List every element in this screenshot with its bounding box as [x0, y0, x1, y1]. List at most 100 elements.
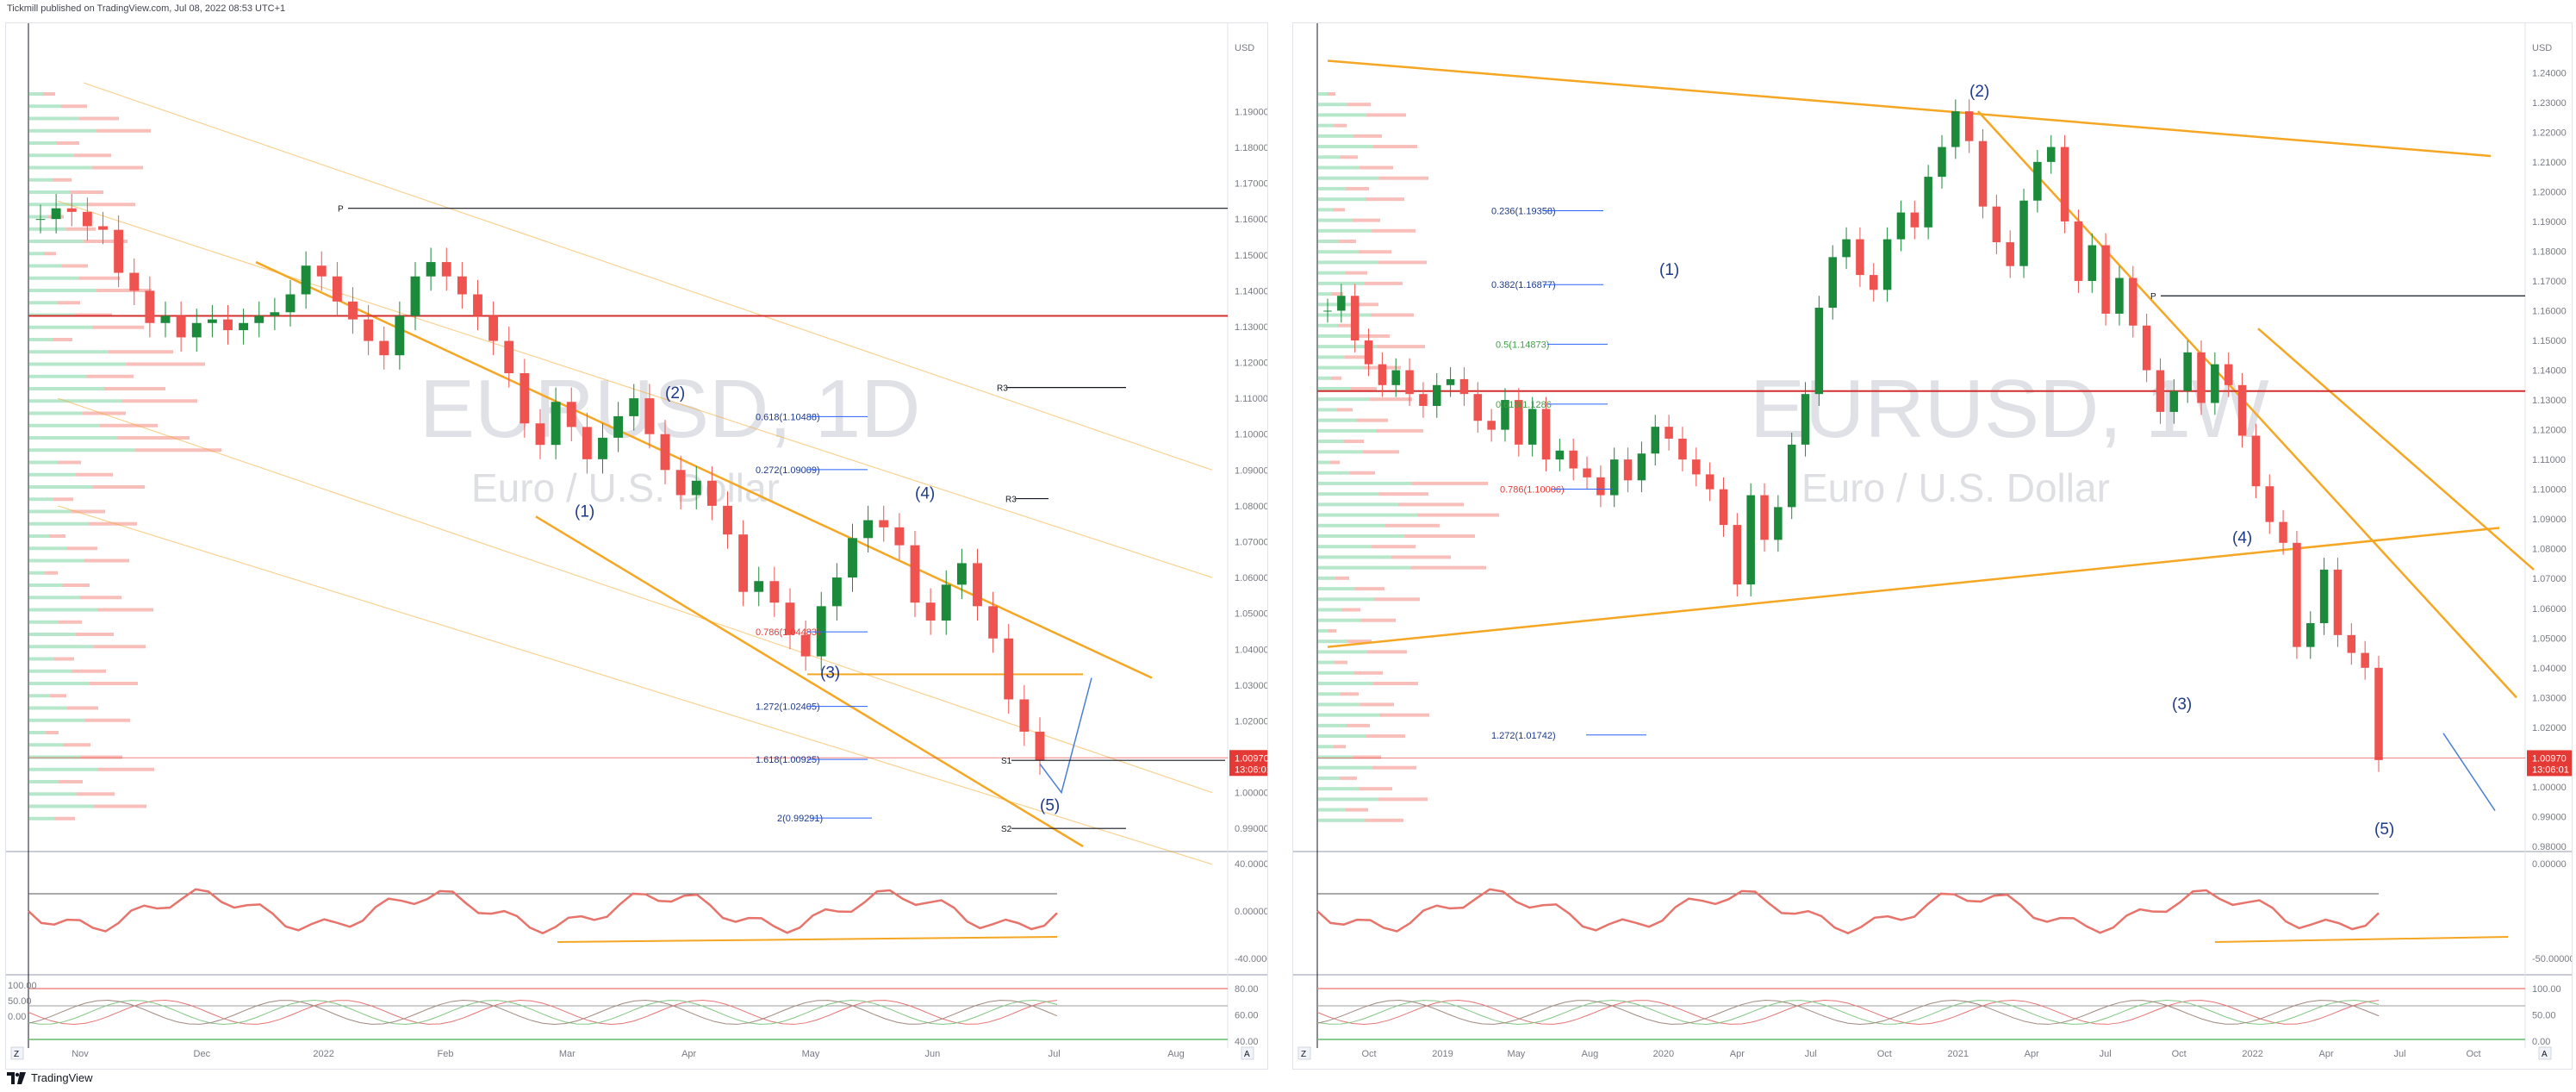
- price-tick-label: 0.98000: [2532, 842, 2567, 852]
- volume-profile-bar: [1318, 197, 1366, 202]
- chart-pane-daily[interactable]: EURUSD, 1D Euro / U.S. Dollar 1.19000 1.180…: [5, 22, 1268, 1070]
- time-tick-label: Aug: [1167, 1049, 1185, 1059]
- elliott-wave-label: (2): [1969, 83, 1989, 101]
- time-tick-label: Oct: [1361, 1049, 1376, 1059]
- volume-profile-bar: [1318, 218, 1353, 222]
- candle-body: [2224, 364, 2233, 385]
- candle-body: [956, 563, 967, 585]
- volume-profile-bar: [1318, 513, 1418, 517]
- volume-profile-bar: [1318, 808, 1346, 812]
- time-tick-label: Feb: [438, 1049, 454, 1059]
- oscillator2-line: [1316, 1000, 2380, 1025]
- volume-profile-bar: [1369, 397, 1412, 402]
- volume-profile-bar: [29, 657, 54, 661]
- volume-profile-bar: [29, 362, 127, 366]
- volume-profile-bar: [62, 583, 90, 587]
- volume-profile-bar: [1318, 292, 1332, 296]
- volume-profile-bar: [1372, 765, 1416, 770]
- candle-body: [1938, 147, 1946, 178]
- volume-profile-bar: [75, 472, 113, 477]
- chart-pane-weekly[interactable]: EURUSD, 1W Euro / U.S. Dollar 1.24000 1.230…: [1292, 22, 2573, 1070]
- volume-profile-bar: [84, 718, 130, 722]
- volume-profile-bar: [1318, 271, 1346, 275]
- volume-profile-bar: [1318, 303, 1352, 307]
- tradingview-footer[interactable]: TradingView: [7, 1071, 93, 1084]
- candle-body: [535, 423, 545, 446]
- candle-body: [160, 315, 171, 323]
- volume-profile-bar: [88, 521, 137, 526]
- volume-profile-bar: [1345, 808, 1368, 812]
- volume-profile-bar: [121, 399, 197, 403]
- volume-profile-bar: [1366, 650, 1407, 654]
- volume-profile-bar: [29, 276, 79, 280]
- price-tick-label: 1.11000: [2532, 455, 2566, 465]
- price-tick-label: 1.17000: [1235, 179, 1267, 190]
- candle-body: [2265, 486, 2274, 522]
- left-axis-tick: 50.00: [8, 996, 32, 1007]
- candle-body: [1583, 468, 1591, 477]
- time-tick-label: Oct: [2466, 1049, 2480, 1059]
- weekly-chart-svg[interactable]: EURUSD, 1W Euro / U.S. Dollar 1.24000 1.230…: [1293, 23, 2572, 1069]
- price-tick-label: 0.99000: [1235, 824, 1267, 834]
- volume-profile-bar: [70, 190, 103, 194]
- price-tick-label: 1.08000: [1235, 502, 1267, 512]
- candle-body: [239, 322, 249, 331]
- volume-profile-bar: [1360, 702, 1394, 707]
- volume-profile-bar: [1344, 355, 1366, 359]
- candle-body: [270, 312, 280, 316]
- candle-body: [2088, 245, 2097, 281]
- volume-profile-bar: [1318, 692, 1341, 696]
- volume-profile-bar: [1318, 155, 1341, 159]
- volume-profile-bar: [29, 792, 77, 796]
- volume-profile-bar: [49, 694, 66, 698]
- price-tick-label: 1.03000: [1235, 681, 1267, 691]
- volume-profile-bar: [1345, 271, 1367, 275]
- candle-body: [379, 340, 389, 356]
- candle-body: [754, 581, 764, 592]
- volume-profile-bar: [1347, 103, 1371, 107]
- candle-body: [2237, 384, 2247, 436]
- volume-profile-bar: [1318, 228, 1372, 233]
- volume-profile-bar: [1318, 787, 1360, 791]
- volume-profile-bar: [29, 104, 61, 109]
- candle-body: [426, 262, 436, 277]
- volume-profile-bar: [1364, 281, 1403, 285]
- candle-body: [1651, 427, 1660, 454]
- volume-profile-bar: [1318, 776, 1340, 780]
- volume-profile-bar: [1333, 745, 1346, 749]
- volume-profile-bar: [67, 706, 98, 710]
- candle-body: [1364, 340, 1373, 365]
- volume-profile-bar: [1376, 428, 1423, 433]
- daily-chart-svg[interactable]: EURUSD, 1D Euro / U.S. Dollar 1.19000 1.180…: [6, 23, 1267, 1069]
- volume-profile-bar: [1331, 292, 1343, 296]
- volume-profile-bar: [1318, 113, 1367, 117]
- volume-profile-bar: [71, 509, 105, 514]
- volume-profile-bar: [1330, 376, 1341, 380]
- volume-profile-bar: [1404, 534, 1475, 538]
- volume-profile-bar: [1318, 713, 1379, 717]
- price-tick-label: 1.02000: [2532, 723, 2567, 733]
- volume-profile-bar: [93, 804, 146, 808]
- candle-body: [1378, 364, 1387, 385]
- volume-profile-bar: [1347, 640, 1372, 644]
- price-tick-label: 1.15000: [2532, 336, 2567, 346]
- volume-profile-bar: [58, 460, 81, 465]
- candle-body: [816, 606, 826, 657]
- candle-body: [644, 398, 655, 434]
- candle-body: [1569, 450, 1577, 469]
- volume-profile-bar: [29, 448, 135, 452]
- channel-line: [83, 82, 1213, 471]
- oscillator2-tick: 100.00: [2532, 984, 2561, 995]
- volume-profile-bar: [1318, 734, 1366, 739]
- volume-profile-bar: [29, 92, 44, 96]
- volume-profile-bar: [1353, 755, 1381, 759]
- candle-body: [1350, 296, 1360, 341]
- volume-profile-bar: [1378, 176, 1428, 180]
- volume-profile-bar: [29, 423, 100, 427]
- price-tick-label: 0.99000: [2532, 812, 2567, 822]
- volume-profile-bar: [117, 436, 190, 440]
- projection-path: [2442, 733, 2496, 811]
- price-tick-label: 1.23000: [2532, 98, 2567, 109]
- volume-profile-bar: [91, 165, 143, 170]
- volume-profile-bar: [1318, 576, 1335, 580]
